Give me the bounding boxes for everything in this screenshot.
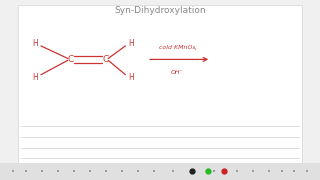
Text: C: C bbox=[67, 55, 74, 64]
Text: cold KMnO₄,: cold KMnO₄, bbox=[159, 45, 196, 50]
Text: H: H bbox=[128, 39, 134, 48]
Text: OH⁻: OH⁻ bbox=[171, 70, 184, 75]
Text: H: H bbox=[32, 73, 38, 82]
Text: H: H bbox=[128, 73, 134, 82]
Text: H: H bbox=[32, 39, 38, 48]
Text: Syn-Dihydroxylation: Syn-Dihydroxylation bbox=[114, 6, 206, 15]
Text: C: C bbox=[102, 55, 109, 64]
